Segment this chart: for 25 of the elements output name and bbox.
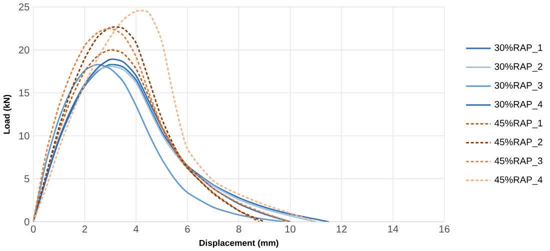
y-tick-label: 0 — [24, 218, 30, 226]
legend-label: 30%RAP_4 — [494, 100, 542, 110]
y-tick-label: 10 — [19, 132, 30, 140]
legend-label: 45%RAP_1 — [494, 120, 542, 128]
x-tick-label: 0 — [30, 225, 36, 233]
x-tick-label: 16 — [439, 225, 450, 233]
y-tick-label: 15 — [19, 89, 30, 96]
legend-label: 45%RAP_2 — [494, 138, 542, 148]
x-axis-title: Displacement (mm) — [200, 240, 278, 248]
y-axis-title: Load (kN) — [3, 94, 12, 134]
legend-label: 30%RAP_1 — [494, 44, 542, 53]
legend-label: 30%RAP_3 — [494, 82, 542, 90]
y-tick-label: 5 — [24, 175, 30, 182]
legend-label: 30%RAP_2 — [494, 63, 542, 72]
x-tick-label: 14 — [388, 225, 398, 232]
legend-label: 45%RAP_3 — [494, 158, 542, 166]
y-tick-label: 25 — [18, 3, 30, 10]
x-tick-label: 6 — [185, 225, 190, 233]
x-tick-label: 12 — [336, 225, 347, 232]
legend-label: 45%RAP_4 — [494, 176, 542, 185]
x-tick-label: 4 — [134, 225, 139, 232]
x-tick-label: 10 — [285, 225, 296, 233]
x-tick-label: 8 — [236, 225, 242, 233]
x-tick-label: 2 — [82, 225, 88, 232]
y-tick-label: 20 — [18, 46, 30, 54]
